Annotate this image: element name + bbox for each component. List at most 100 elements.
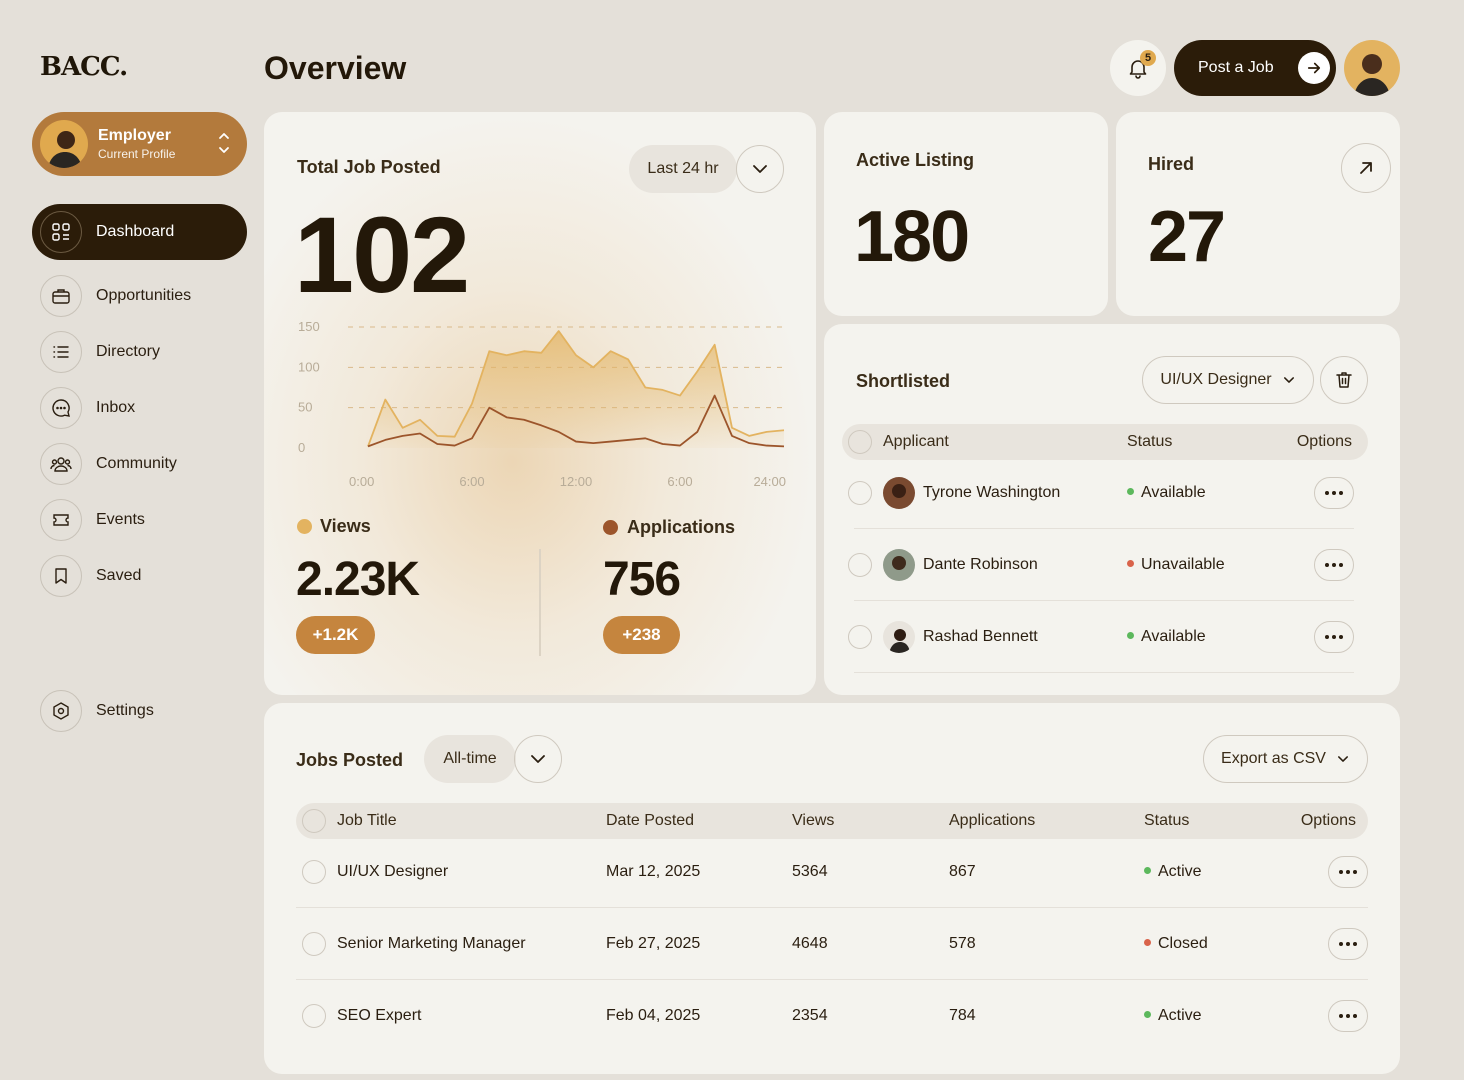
applicant-name: Rashad Bennett	[923, 627, 1038, 645]
status-badge: Closed	[1144, 935, 1208, 953]
job-applications: 578	[949, 934, 976, 952]
x-tick-label: 6:00	[459, 474, 484, 489]
applications-delta-badge: +238	[603, 616, 680, 654]
sidebar-item-label: Directory	[96, 343, 161, 360]
list-icon	[40, 331, 82, 373]
chat-icon	[40, 387, 82, 429]
row-checkbox[interactable]	[848, 552, 872, 577]
column-header: Status	[1144, 812, 1190, 829]
arrow-up-right-icon	[1360, 162, 1372, 174]
job-title: UI/UX Designer	[337, 862, 449, 880]
sidebar-item-label: Community	[96, 455, 177, 472]
user-avatar[interactable]	[1344, 40, 1400, 96]
sidebar-item-label: Settings	[96, 702, 154, 719]
period-select[interactable]: Last 24 hr	[629, 145, 737, 193]
row-checkbox[interactable]	[302, 1004, 326, 1028]
hired-card: Hired 27	[1116, 112, 1400, 316]
row-options-button[interactable]	[1314, 548, 1354, 581]
sidebar-item-opportunities[interactable]: Opportunities	[32, 268, 247, 324]
shortlisted-card: Shortlisted UI/UX Designer Applicant Sta…	[824, 324, 1400, 695]
jobs-table-header: Job Title Date Posted Views Applications…	[296, 803, 1368, 839]
row-options-button[interactable]	[1314, 620, 1354, 653]
views-delta-badge: +1.2K	[296, 616, 375, 654]
column-header: Applicant	[883, 433, 949, 450]
jobs-period-select[interactable]: All-time	[424, 735, 516, 783]
chevron-updown-icon	[219, 133, 229, 153]
table-row[interactable]: Tyrone Washington Available	[848, 457, 1354, 529]
sidebar-item-inbox[interactable]: Inbox	[32, 380, 247, 436]
total-jobs-value: 102	[294, 194, 470, 315]
shortlisted-title: Shortlisted	[856, 371, 951, 391]
bookmark-icon	[40, 555, 82, 597]
jobs-posted-title: Jobs Posted	[296, 750, 404, 770]
sidebar-item-events[interactable]: Events	[32, 492, 247, 548]
applicant-name: Tyrone Washington	[923, 483, 1061, 501]
sidebar-item-saved[interactable]: Saved	[32, 548, 247, 604]
column-header: Status	[1127, 433, 1173, 450]
sidebar-item-label: Events	[96, 511, 145, 528]
views-legend-dot	[297, 519, 312, 534]
column-header: Applications	[949, 812, 1036, 829]
jobs-posted-card: Jobs Posted All-time Export as CSV Job T…	[264, 703, 1400, 1074]
views-area	[368, 331, 784, 448]
notifications-button[interactable]: 5	[1110, 40, 1166, 96]
people-icon	[40, 443, 82, 485]
job-title: Senior Marketing Manager	[337, 934, 526, 952]
briefcase-icon	[40, 275, 82, 317]
app-logo[interactable]: BACC.	[40, 52, 128, 82]
active-listing-card: Active Listing 180	[824, 112, 1108, 316]
post-job-button[interactable]: Post a Job	[1174, 40, 1336, 96]
row-checkbox[interactable]	[302, 931, 326, 956]
status-badge: Available	[1127, 484, 1206, 502]
job-applications: 784	[949, 1007, 976, 1024]
views-label: Views	[320, 516, 371, 536]
applicant-name: Dante Robinson	[923, 555, 1038, 573]
chevron-down-icon	[1283, 377, 1294, 383]
settings-icon	[40, 690, 82, 732]
jobs-period-dropdown-button[interactable]	[514, 735, 562, 783]
status-badge: Unavailable	[1127, 556, 1225, 574]
row-options-button[interactable]	[1328, 855, 1368, 888]
y-tick-label: 150	[298, 319, 320, 334]
page-title: Overview	[264, 50, 407, 86]
job-applications: 867	[949, 862, 976, 880]
delete-shortlist-button[interactable]	[1320, 356, 1368, 404]
row-options-button[interactable]	[1314, 476, 1354, 509]
table-row[interactable]: Dante Robinson Unavailable	[848, 529, 1354, 601]
job-views: 2354	[792, 1007, 828, 1024]
table-row[interactable]: SEO Expert Feb 04, 2025 2354 784 Active	[296, 980, 1368, 1052]
row-checkbox[interactable]	[302, 859, 326, 884]
profile-switcher[interactable]: Employer Current Profile	[32, 112, 247, 176]
column-header: Job Title	[337, 812, 397, 829]
job-views: 4648	[792, 934, 828, 952]
table-row[interactable]: Rashad Bennett Available	[848, 601, 1354, 673]
profile-avatar	[40, 120, 88, 168]
export-csv-button[interactable]: Export as CSV	[1203, 735, 1368, 783]
select-all-checkbox[interactable]	[302, 809, 326, 833]
role-filter-select[interactable]: UI/UX Designer	[1142, 356, 1314, 404]
sidebar-item-settings[interactable]: Settings	[32, 683, 247, 739]
applications-value: 756	[603, 553, 681, 606]
row-checkbox[interactable]	[848, 624, 872, 649]
status-badge: Active	[1144, 863, 1202, 881]
stats-divider	[539, 549, 541, 656]
select-all-checkbox[interactable]	[848, 430, 872, 454]
row-options-button[interactable]	[1328, 1000, 1368, 1032]
views-line	[367, 330, 785, 447]
sidebar-item-community[interactable]: Community	[32, 436, 247, 492]
total-jobs-title: Total Job Posted	[297, 157, 441, 177]
table-row[interactable]: Senior Marketing Manager Feb 27, 2025 46…	[296, 908, 1368, 980]
sidebar-item-dashboard[interactable]: Dashboard	[32, 204, 247, 260]
table-row[interactable]: UI/UX Designer Mar 12, 2025 5364 867 Act…	[296, 836, 1368, 908]
hired-open-button[interactable]	[1341, 143, 1391, 193]
row-options-button[interactable]	[1328, 927, 1368, 960]
job-date: Mar 12, 2025	[606, 862, 701, 880]
active-listing-value: 180	[854, 197, 970, 277]
period-dropdown-button[interactable]	[736, 145, 784, 193]
row-checkbox[interactable]	[848, 480, 872, 505]
sidebar-item-directory[interactable]: Directory	[32, 324, 247, 380]
active-listing-label: Active Listing	[856, 150, 975, 170]
profile-role: Current Profile	[98, 147, 176, 161]
shortlist-table-header: Applicant Status Options	[842, 424, 1368, 460]
sidebar-item-label: Opportunities	[96, 287, 192, 304]
